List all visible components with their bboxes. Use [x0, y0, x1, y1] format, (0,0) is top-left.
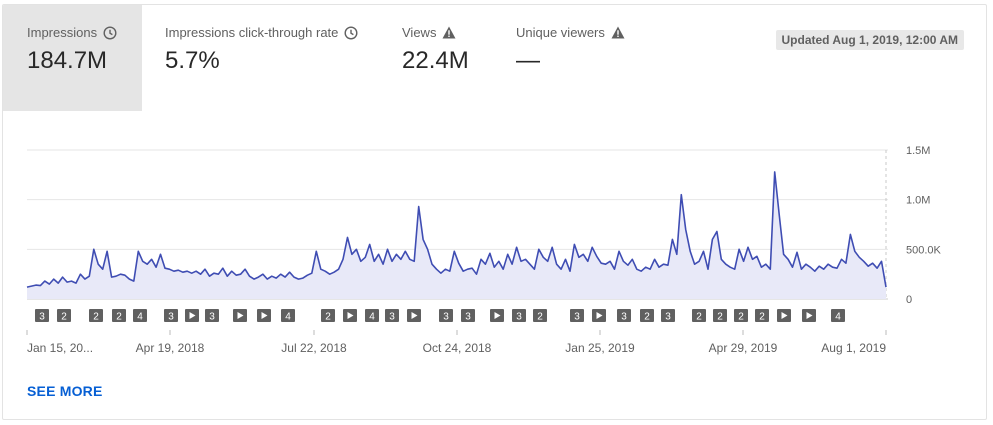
metric-tabs: Impressions 184.7M Impressions click-thr…	[3, 5, 986, 111]
metric-tab-views[interactable]: Views 22.4M	[379, 5, 489, 111]
annotation-marker	[133, 309, 147, 322]
play-icon	[237, 312, 244, 319]
x-tick-label: Oct 24, 2018	[423, 341, 492, 355]
annotation-count: 4	[835, 312, 841, 323]
metric-value: 5.7%	[165, 47, 220, 74]
x-tick-label: Jan 25, 2019	[565, 341, 635, 355]
annotation-marker	[617, 309, 631, 322]
play-icon	[806, 312, 813, 319]
annotation-marker	[385, 309, 399, 322]
impressions-chart: 0 500.0K 1.0M 1.5M 3 2 2 2 4 3 3 4 2 4 3 3 3 3 2 3 3 2 3 2 2 2 2 4 J…	[26, 145, 942, 355]
annotation-marker	[439, 309, 453, 322]
annotation-marker	[831, 309, 845, 322]
annotation-marker	[692, 309, 706, 322]
annotation-count: 2	[325, 312, 331, 323]
x-tick-label: Aug 1, 2019	[821, 341, 886, 355]
annotation-marker	[461, 309, 475, 322]
annotation-count: 2	[696, 312, 702, 323]
metric-tab-impressions[interactable]: Impressions 184.7M	[3, 5, 142, 111]
y-tick-label: 1.5M	[906, 145, 930, 157]
play-icon	[494, 312, 501, 319]
annotation-count: 3	[209, 312, 215, 323]
play-icon	[347, 312, 354, 319]
metric-label: Views	[402, 25, 437, 40]
metric-label: Unique viewers	[516, 25, 605, 40]
metric-label: Impressions click-through rate	[165, 25, 339, 40]
annotation-count: 3	[39, 312, 45, 323]
x-tick-label: Jan 15, 20...	[27, 341, 93, 355]
metric-value: —	[516, 47, 540, 74]
annotation-count: 3	[516, 312, 522, 323]
annotation-count: 3	[621, 312, 627, 323]
annotation-marker	[205, 309, 219, 322]
play-icon	[781, 312, 788, 319]
annotation-marker	[533, 309, 547, 322]
annotation-marker	[570, 309, 584, 322]
play-icon	[261, 312, 268, 319]
warning-icon	[611, 26, 625, 39]
play-icon	[596, 312, 603, 319]
x-tick-label: Apr 29, 2019	[709, 341, 778, 355]
annotation-marker	[321, 309, 335, 322]
annotation-marker	[365, 309, 379, 322]
play-icon	[189, 312, 196, 319]
annotation-count: 2	[717, 312, 723, 323]
warning-icon	[442, 26, 456, 39]
clock-icon	[103, 25, 117, 40]
annotation-marker	[713, 309, 727, 322]
annotation-count: 2	[93, 312, 99, 323]
annotation-marker	[89, 309, 103, 322]
annotation-count: 3	[168, 312, 174, 323]
annotation-count: 3	[574, 312, 580, 323]
metric-value: 22.4M	[402, 47, 469, 74]
annotation-marker	[164, 309, 178, 322]
annotation-count: 2	[116, 312, 122, 323]
updated-badge: Updated Aug 1, 2019, 12:00 AM	[775, 30, 964, 50]
annotation-count: 4	[369, 312, 375, 323]
annotation-marker	[640, 309, 654, 322]
series-line	[26, 171, 887, 288]
annotation-count: 2	[61, 312, 67, 323]
clock-icon	[344, 25, 358, 40]
annotation-count: 2	[537, 312, 543, 323]
annotation-marker	[755, 309, 769, 322]
series-area	[27, 171, 886, 299]
annotation-marker	[57, 309, 71, 322]
annotation-marker	[35, 309, 49, 322]
annotation-count: 3	[465, 312, 471, 323]
metric-label: Impressions	[27, 25, 98, 40]
annotation-count: 3	[665, 312, 671, 323]
annotation-marker	[512, 309, 526, 322]
annotation-count: 2	[759, 312, 765, 323]
x-tick-label: Apr 19, 2018	[136, 341, 205, 355]
play-icon	[411, 312, 418, 319]
x-tick-label: Jul 22, 2018	[281, 341, 347, 355]
annotation-count: 2	[644, 312, 650, 323]
metric-tab-ctr[interactable]: Impressions click-through rate 5.7%	[142, 5, 372, 111]
annotation-count: 4	[137, 312, 143, 323]
annotation-count: 3	[443, 312, 449, 323]
annotation-marker	[661, 309, 675, 322]
y-tick-label: 500.0K	[906, 244, 942, 256]
metric-tab-unique-viewers[interactable]: Unique viewers —	[493, 5, 643, 111]
y-tick-label: 1.0M	[906, 195, 930, 207]
y-tick-label: 0	[906, 294, 912, 306]
annotation-count: 4	[285, 312, 291, 323]
annotation-count: 2	[738, 312, 744, 323]
annotation-marker	[281, 309, 295, 322]
metric-value: 184.7M	[27, 47, 108, 74]
annotation-marker	[112, 309, 126, 322]
see-more-link[interactable]: SEE MORE	[27, 383, 103, 399]
annotation-count: 3	[389, 312, 395, 323]
analytics-card: Impressions 184.7M Impressions click-thr…	[2, 4, 987, 420]
annotation-marker	[734, 309, 748, 322]
